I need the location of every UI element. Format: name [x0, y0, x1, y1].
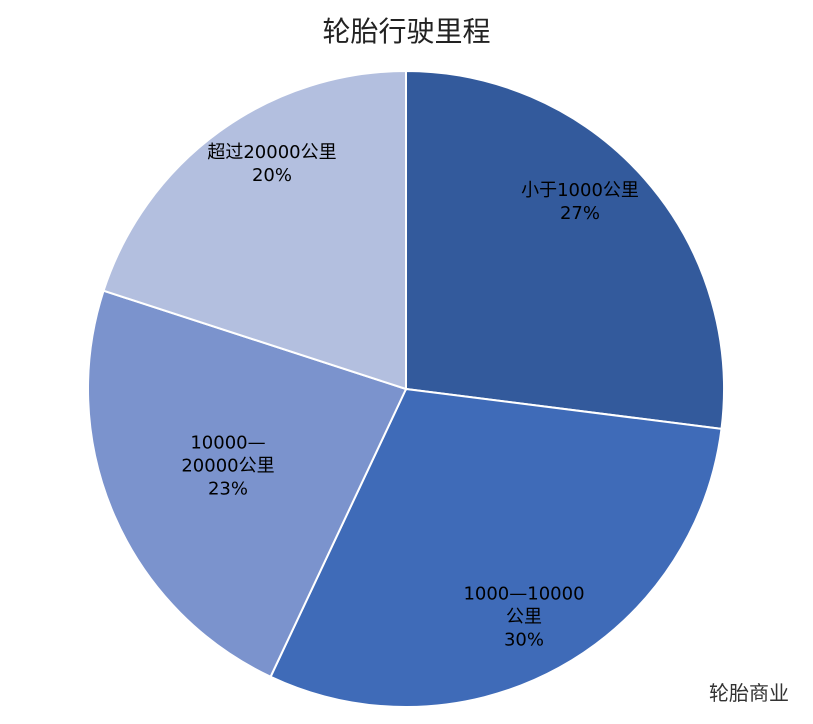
chart-title: 轮胎行驶里程	[322, 15, 491, 48]
category-label: 1000—10000公里	[463, 583, 585, 628]
slice-label: 小于1000公里 27%	[490, 179, 670, 225]
watermark: 轮胎商业	[709, 681, 789, 705]
pie-slice	[269, 387, 723, 708]
pie-slice	[102, 69, 407, 391]
value-label: 30%	[503, 629, 544, 651]
slice-label: 超过20000公里 20%	[182, 141, 362, 187]
value-label: 27%	[559, 203, 600, 224]
value-label: 23%	[207, 478, 248, 500]
category-label: 小于1000公里	[521, 180, 639, 201]
category-label: 10000—20000公里	[181, 432, 275, 477]
slice-label: 10000—20000公里 23%	[163, 432, 293, 501]
value-label: 20%	[251, 165, 292, 186]
slice-label: 1000—10000公里 30%	[459, 583, 589, 652]
pie-slice	[87, 289, 408, 679]
category-label: 超过20000公里	[207, 142, 337, 163]
pie-slice	[405, 69, 725, 430]
